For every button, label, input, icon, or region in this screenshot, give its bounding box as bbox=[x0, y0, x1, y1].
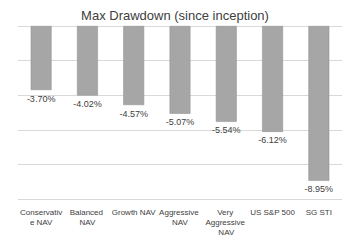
svg-text:e NAV: e NAV bbox=[30, 218, 53, 227]
svg-text:-4.57%: -4.57% bbox=[119, 109, 148, 119]
svg-text:Very: Very bbox=[217, 208, 235, 217]
svg-text:SG STI: SG STI bbox=[306, 208, 332, 217]
svg-text:-6.12%: -6.12% bbox=[258, 135, 287, 145]
svg-text:Aggressive: Aggressive bbox=[159, 208, 201, 217]
svg-text:Conservativ: Conservativ bbox=[20, 208, 62, 217]
svg-text:Growth NAV: Growth NAV bbox=[112, 208, 157, 217]
svg-text:NAV: NAV bbox=[172, 218, 189, 227]
svg-text:Balanced: Balanced bbox=[70, 208, 106, 217]
svg-text:US S&P 500: US S&P 500 bbox=[250, 208, 295, 217]
svg-text:-8.95%: -8.95% bbox=[305, 184, 334, 194]
svg-text:-4.02%: -4.02% bbox=[73, 99, 102, 109]
svg-text:Aggressive: Aggressive bbox=[205, 218, 247, 227]
svg-text:NAV: NAV bbox=[218, 228, 235, 237]
svg-text:Max Drawdown (since inception): Max Drawdown (since inception) bbox=[81, 8, 269, 23]
svg-text:-3.70%: -3.70% bbox=[27, 94, 56, 104]
svg-text:-5.54%: -5.54% bbox=[212, 125, 241, 135]
svg-text:-5.07%: -5.07% bbox=[166, 117, 195, 127]
svg-text:NAV: NAV bbox=[79, 218, 96, 227]
